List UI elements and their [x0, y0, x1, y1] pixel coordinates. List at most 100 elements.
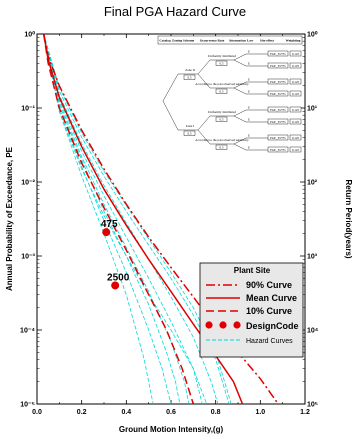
logic-tree-weight-box — [289, 78, 302, 85]
legend-swatch-dot — [233, 321, 241, 329]
logic-tree-weight: 0.125 — [292, 120, 300, 124]
logic-tree-branch — [233, 109, 247, 117]
logic-tree-site-box — [267, 62, 289, 69]
logic-tree-branch-weight-box — [215, 144, 228, 150]
x-tick-label: 1.2 — [300, 409, 310, 416]
logic-tree-attenuation: E — [248, 50, 250, 54]
logic-tree-zone-weight-box — [183, 74, 196, 80]
logic-tree-header: Zoning Scheme — [172, 39, 195, 43]
y-tick-label: 10⁻³ — [21, 254, 35, 261]
logic-tree-inset: Catalog Zoning Scheme Occurrence Rate Atten… — [157, 35, 303, 153]
design-code-point — [102, 228, 111, 237]
logic-tree-site-box — [267, 134, 289, 141]
logic-tree-weight: 0.125 — [292, 52, 300, 56]
logic-tree-weight-box — [289, 62, 302, 69]
logic-tree-weight-box — [289, 134, 302, 141]
logic-tree-site-box — [267, 50, 289, 57]
legend-entry-label: Mean Curve — [246, 293, 297, 303]
logic-tree-attenuation: E — [248, 146, 250, 150]
logic-tree-zone: Zone I — [186, 124, 194, 128]
logic-tree-branch-label: Uniformly distributed — [208, 54, 236, 58]
logic-tree-branch-weight-box — [215, 116, 228, 122]
logic-tree-zone-weight: 0.5 — [188, 75, 192, 79]
logic-tree-branch — [233, 137, 247, 145]
x-tick-label: 0.0 — [32, 409, 42, 416]
logic-tree-weight: 0.125 — [292, 136, 300, 140]
hazard-curve — [43, 34, 181, 404]
logic-tree-site: PGE_Fa*Fv — [270, 136, 286, 140]
logic-tree-branch — [197, 115, 211, 131]
y2-tick-label: 10² — [307, 180, 318, 187]
logic-tree-branch-weight: 0.5 — [220, 61, 224, 65]
logic-tree-weight: 0.125 — [292, 92, 300, 96]
logic-tree-branch — [197, 73, 211, 89]
y2-tick-label: 10⁰ — [307, 31, 318, 39]
logic-tree-site-box — [267, 146, 289, 153]
logic-tree-attenuation: E — [248, 90, 250, 94]
logic-tree-branch-weight: 0.5 — [220, 145, 224, 149]
legend-entry-label: Hazard Curves — [246, 338, 293, 345]
logic-tree-site: PGE_Fa*Fv — [270, 148, 286, 152]
y2-tick-label: 10⁴ — [307, 328, 319, 335]
logic-tree-weight-box — [289, 146, 302, 153]
legend: Plant Site 90% Curve Mean Curve 10% Curve D… — [199, 262, 304, 358]
legend-swatch-dot — [205, 321, 213, 329]
logic-tree-header: Attenuation Law — [229, 39, 254, 43]
design-code-label: 2500 — [107, 272, 130, 283]
logic-tree-site-box — [267, 118, 289, 125]
logic-tree-site: PGE_Fa*Fv — [270, 52, 286, 56]
x-tick-label: 0.2 — [77, 409, 87, 416]
y2-axis-label: Return Period(years) — [344, 179, 353, 258]
y-tick-label: 10⁻² — [21, 180, 35, 187]
logic-tree-branch-weight: 0.5 — [220, 117, 224, 121]
logic-tree-weight-box — [289, 118, 302, 125]
logic-tree-branch-weight: 0.5 — [220, 89, 224, 93]
logic-tree-site-box — [267, 90, 289, 97]
logic-tree-attenuation: E — [248, 78, 250, 82]
logic-tree-attenuation: E — [248, 118, 250, 122]
logic-tree-zone-weight-box — [183, 130, 196, 136]
legend-entry-label: 10% Curve — [246, 306, 292, 316]
logic-tree-attenuation: E — [248, 134, 250, 138]
y2-axis: 10⁵ 10⁴ 10³ 10² 10¹ 10⁰ — [300, 31, 319, 409]
logic-tree-site: PGE_Fa*Fv — [270, 92, 286, 96]
logic-tree-attenuation: E — [248, 106, 250, 110]
logic-tree-branch — [233, 53, 247, 61]
x-tick-label: 1.0 — [255, 409, 265, 416]
design-code-label: 475 — [101, 219, 118, 230]
y-tick-label: 10⁻⁵ — [20, 402, 35, 409]
logic-tree-zone: Zone II — [185, 68, 194, 72]
x-tick-label: 0.6 — [166, 409, 176, 416]
y-axis-label: Annual Probability of Exceedance, PE — [5, 146, 14, 291]
hazard-curve — [43, 34, 190, 404]
legend-title: Plant Site — [234, 266, 271, 275]
logic-tree-header: Weighting — [286, 39, 301, 43]
hazard-curve — [43, 34, 203, 404]
y-axis: 10⁻⁵ 10⁻⁴ 10⁻³ 10⁻² 10⁻¹ 10⁰ — [20, 31, 42, 409]
logic-tree-branch — [197, 129, 211, 145]
logic-tree-site: PGE_Fa*Fv — [270, 120, 286, 124]
logic-tree-branch — [162, 73, 179, 102]
logic-tree-site-box — [267, 106, 289, 113]
hazard-curve — [43, 34, 208, 404]
logic-tree-weight-box — [289, 90, 302, 97]
logic-tree-weight: 0.125 — [292, 148, 300, 152]
legend-entry-label: 90% Curve — [246, 280, 292, 290]
logic-tree-site: PGE_Fa*Fv — [270, 108, 286, 112]
logic-tree-site-box — [267, 78, 289, 85]
x-axis: 0.0 0.2 0.4 0.6 0.8 1.0 1.2 — [32, 34, 310, 416]
x-tick-label: 0.4 — [121, 409, 131, 416]
y-tick-label: 10⁻⁴ — [20, 328, 35, 335]
logic-tree-header: Occurrence Rate — [200, 39, 225, 43]
logic-tree-branch-weight-box — [215, 60, 228, 66]
logic-tree-branch — [233, 59, 247, 67]
y2-tick-label: 10⁵ — [307, 402, 318, 409]
y2-tick-label: 10³ — [307, 254, 318, 261]
logic-tree-header: Catalog — [159, 39, 171, 43]
logic-tree-site: PGE_Fa*Fv — [270, 64, 286, 68]
design-code-layer: 475 2500 — [101, 219, 130, 290]
logic-tree-branch-label: According to the past observed seismicit… — [195, 138, 249, 142]
logic-tree-branch — [233, 143, 247, 151]
logic-tree-branch — [162, 100, 179, 131]
